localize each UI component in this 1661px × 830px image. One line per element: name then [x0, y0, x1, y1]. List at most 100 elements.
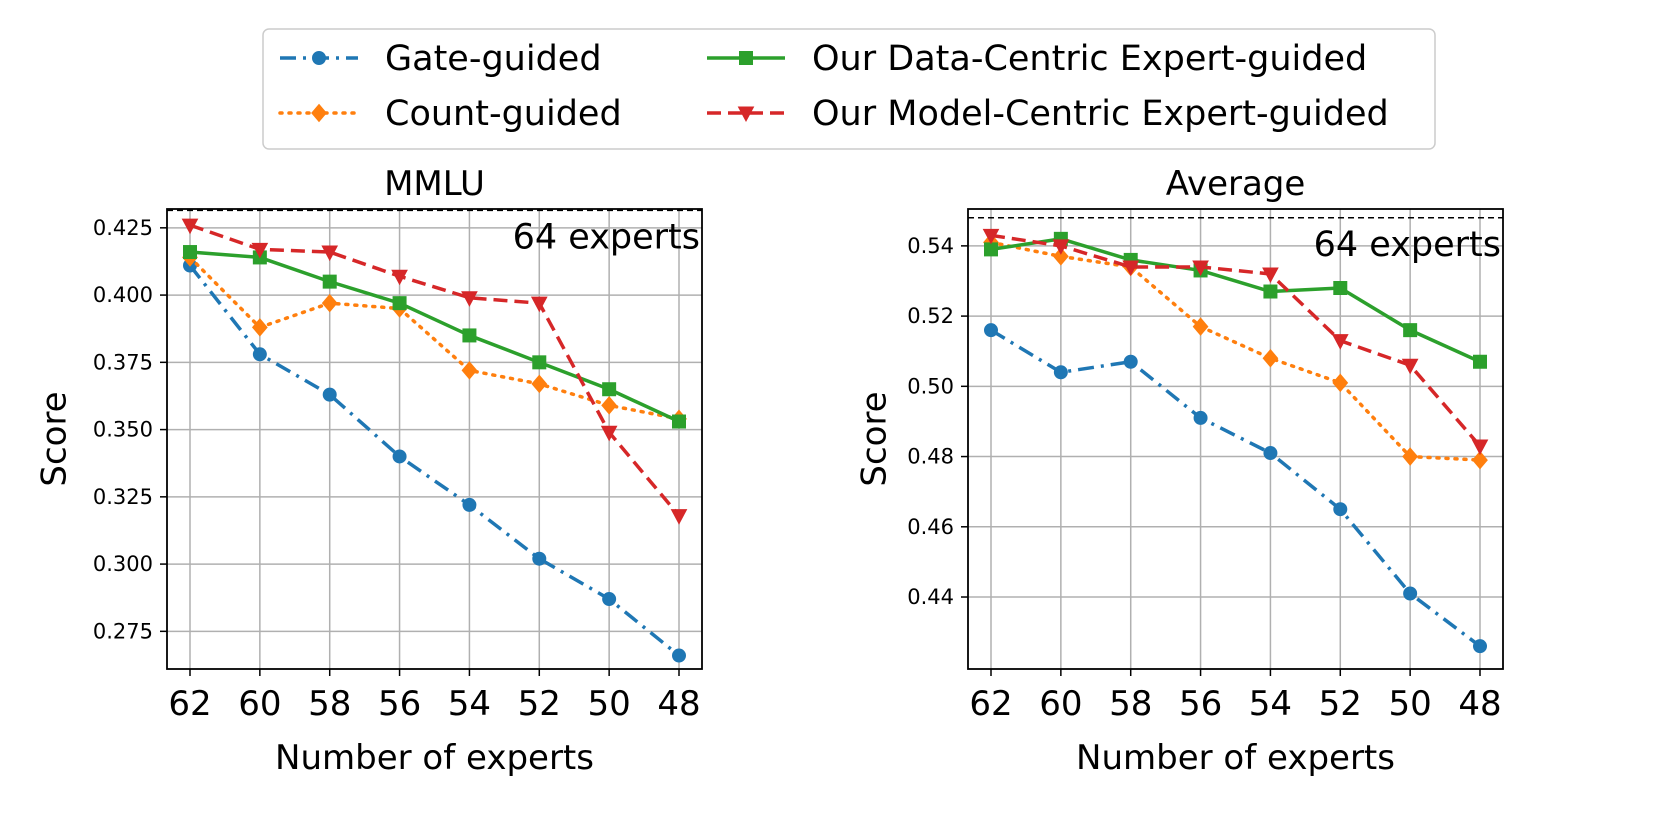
data-point-data — [1263, 284, 1278, 299]
data-point-model — [600, 425, 618, 442]
data-point-model — [1262, 267, 1279, 284]
legend: Gate-guided Our Data-Centric Expert-guide… — [262, 28, 1436, 150]
plot-frame — [967, 208, 1504, 670]
y-tick-label: 0.50 — [907, 374, 954, 398]
data-point-model — [1331, 334, 1349, 350]
y-tick-label: 0.275 — [93, 619, 153, 643]
x-tick-label: 58 — [308, 684, 351, 724]
data-point-model — [391, 269, 408, 286]
y-tick-label: 0.375 — [93, 350, 153, 374]
plot-frame — [166, 208, 703, 670]
data-point-gate — [1473, 639, 1487, 654]
data-point-model — [321, 245, 339, 262]
y-axis-label: Score — [35, 391, 75, 486]
y-tick-label: 0.48 — [907, 445, 954, 469]
data-point-data — [1403, 323, 1418, 338]
legend-label-gate: Gate-guided — [385, 39, 602, 79]
x-tick-label: 54 — [1249, 684, 1292, 724]
data-point-gate — [1123, 354, 1138, 369]
data-point-data — [462, 328, 477, 343]
y-tick-label: 0.400 — [93, 283, 153, 307]
data-point-count — [1052, 247, 1069, 266]
data-point-data — [672, 414, 686, 429]
data-point-data — [1333, 281, 1348, 296]
data-point-data — [322, 274, 337, 289]
x-tick-label: 56 — [378, 684, 421, 724]
data-point-gate — [602, 592, 617, 607]
series-line-gate — [990, 328, 1482, 648]
data-point-data — [602, 382, 617, 397]
data-point-model — [461, 291, 478, 307]
reference-label: 64 experts — [513, 217, 700, 257]
legend-entry-count: Count-guided — [278, 94, 622, 134]
series-count — [983, 233, 1488, 470]
panel-mmlu: 64 experts 0.275 0.300 0.325 0.350 0.375 0.400… — [35, 164, 703, 778]
data-point-gate — [462, 497, 477, 512]
data-point-gate — [984, 323, 998, 338]
legend-frame — [262, 28, 1436, 150]
data-point-count — [531, 374, 548, 394]
y-tick-label: 0.52 — [907, 304, 954, 328]
data-point-count — [1192, 317, 1209, 336]
x-tick-label: 48 — [657, 684, 700, 724]
legend-entry-model: Our Model-Centric Expert-guided — [707, 94, 1389, 134]
y-tick-label: 0.46 — [907, 515, 954, 539]
data-point-count — [1262, 348, 1279, 368]
data-point-gate — [1403, 586, 1418, 601]
x-tick-label: 48 — [1458, 684, 1501, 724]
data-point-count — [601, 396, 618, 415]
data-point-data — [532, 355, 547, 370]
x-tick-label: 52 — [518, 684, 561, 724]
series-count — [182, 248, 687, 429]
x-tick-label: 62 — [168, 684, 211, 724]
chart-title: Average — [1166, 164, 1306, 204]
y-tick-label: 0.300 — [93, 552, 153, 576]
data-point-gate — [1053, 365, 1068, 380]
x-tick-label: 50 — [1389, 684, 1432, 724]
y-tick-label: 0.54 — [907, 234, 954, 258]
x-tick-label: 54 — [448, 684, 491, 724]
x-tick-label: 58 — [1109, 684, 1152, 724]
data-point-gate — [392, 449, 407, 464]
legend-marker-gate — [312, 51, 326, 65]
data-point-gate — [1333, 502, 1348, 517]
chart-title: MMLU — [384, 164, 485, 204]
legend-marker-model — [737, 106, 755, 123]
panel-average: 64 experts 0.44 0.46 0.48 0.50 0.52 0.54 62 60 58… — [855, 164, 1504, 778]
series-model — [181, 218, 688, 525]
x-tick-label: 60 — [238, 684, 281, 724]
y-tick-label: 0.350 — [93, 418, 153, 442]
data-point-count — [1402, 447, 1419, 466]
data-point-data — [183, 245, 197, 260]
x-tick-label: 52 — [1319, 684, 1362, 724]
x-tick-label: 60 — [1039, 684, 1082, 724]
data-point-count — [321, 293, 338, 313]
y-tick-label: 0.44 — [907, 585, 954, 609]
data-point-model — [982, 228, 1000, 245]
data-point-model — [181, 218, 199, 235]
data-point-data — [984, 242, 998, 257]
legend-entry-gate: Gate-guided — [280, 39, 602, 79]
data-point-model — [1192, 260, 1209, 276]
series-line-count — [989, 240, 1482, 462]
data-point-count — [251, 318, 268, 337]
x-tick-label: 50 — [588, 684, 631, 724]
data-point-count — [1332, 373, 1349, 393]
legend-label-data: Our Data-Centric Expert-guided — [812, 39, 1367, 79]
series-line-model — [189, 223, 681, 517]
series-line-model — [990, 233, 1482, 448]
legend-marker-data — [739, 51, 753, 65]
data-point-model — [1471, 439, 1489, 456]
series-model — [982, 228, 1489, 456]
series-line-data — [990, 237, 1481, 364]
data-point-count — [461, 361, 478, 380]
data-point-data — [392, 296, 407, 311]
series-data — [183, 245, 686, 429]
legend-label-model: Our Model-Centric Expert-guided — [812, 94, 1389, 134]
data-point-gate — [672, 648, 686, 663]
legend-entry-data: Our Data-Centric Expert-guided — [707, 39, 1367, 79]
x-tick-label: 62 — [969, 684, 1012, 724]
x-tick-label: 56 — [1179, 684, 1222, 724]
x-axis-label: Number of experts — [275, 738, 594, 778]
